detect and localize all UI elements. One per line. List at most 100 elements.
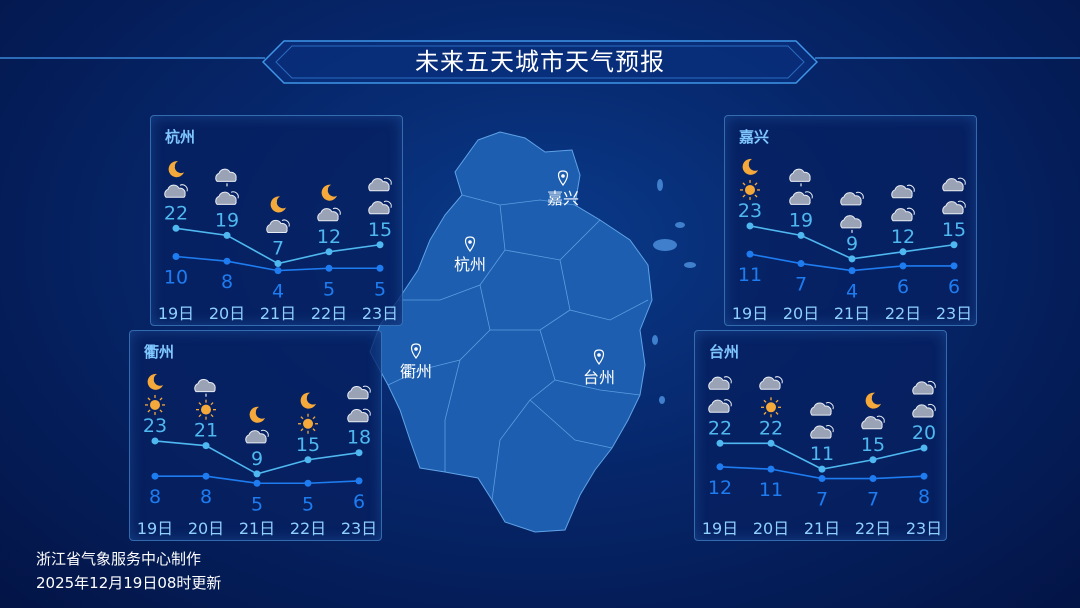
map-marker[interactable]: 衢州 <box>400 343 432 381</box>
high-temp-label: 21 <box>194 420 218 442</box>
low-temp-label: 6 <box>948 276 960 298</box>
low-temp-point <box>223 257 231 265</box>
date-label: 22日 <box>855 519 891 538</box>
low-temp-point <box>376 264 384 272</box>
date-label: 22日 <box>885 304 921 323</box>
high-temp-label: 15 <box>861 434 885 456</box>
cloudy-icon <box>245 429 269 444</box>
city-name: 衢州 <box>144 343 175 361</box>
low-temp-point <box>818 475 826 483</box>
footer-producer: 浙江省气象服务中心制作 <box>36 550 202 568</box>
date-label: 22日 <box>290 519 326 538</box>
high-temp-label: 15 <box>368 219 392 241</box>
high-temp-point <box>376 241 384 249</box>
low-temp-point <box>202 472 210 480</box>
city-forecast-panel: 嘉兴 23 19 9 12 15 11 7 4 6 6 19日 20日 21日 22日 23日 <box>724 115 977 326</box>
moon-icon <box>865 392 881 409</box>
date-label: 23日 <box>936 304 972 323</box>
moon-icon <box>270 196 286 213</box>
cloudy-icon <box>810 425 834 439</box>
date-label: 19日 <box>702 519 738 538</box>
rain-icon <box>840 215 862 233</box>
cloudy-icon <box>368 177 392 192</box>
cloudy-icon <box>347 408 371 423</box>
high-temp-label: 19 <box>215 209 239 231</box>
low-temp-point <box>151 472 159 480</box>
city-forecast-panel: 衢州 23 21 9 15 18 8 8 5 5 6 19日 20日 21日 22日 23日 <box>129 330 382 541</box>
low-temp-label: 8 <box>200 486 212 508</box>
location-pin-icon <box>410 343 422 360</box>
high-temp-point <box>899 248 907 256</box>
high-temp-label: 22 <box>708 417 732 439</box>
sun-icon <box>298 413 318 434</box>
low-temp-point <box>797 260 805 268</box>
high-temp-label: 12 <box>317 226 341 248</box>
date-label: 19日 <box>158 304 194 323</box>
low-temp-point <box>253 479 261 487</box>
date-label: 21日 <box>239 519 275 538</box>
high-temp-label: 7 <box>272 238 284 260</box>
high-temp-label: 11 <box>810 443 834 465</box>
moon-icon <box>300 392 316 409</box>
cloudy-icon <box>317 207 341 222</box>
low-temp-label: 8 <box>918 486 930 508</box>
date-label: 21日 <box>260 304 296 323</box>
moon-icon <box>147 373 163 390</box>
high-temp-label: 19 <box>789 209 813 231</box>
low-temp-label: 12 <box>708 477 732 499</box>
map-city-label: 台州 <box>583 368 615 387</box>
location-pin-icon <box>464 236 476 253</box>
low-temp-point <box>767 465 775 473</box>
low-temp-label: 5 <box>323 278 335 300</box>
low-temp-label: 5 <box>302 493 314 515</box>
low-temp-label: 7 <box>795 274 807 296</box>
city-forecast-panel: 台州 22 22 11 15 20 12 11 7 7 8 19日 20日 21日 22日 23日 <box>694 330 947 541</box>
cloudy-icon <box>759 376 783 390</box>
date-label: 21日 <box>834 304 870 323</box>
cloudy-icon <box>215 191 239 205</box>
sun-icon <box>196 399 216 420</box>
high-temp-label: 22 <box>759 417 783 439</box>
low-temp-label: 6 <box>353 491 365 513</box>
low-temp-point <box>355 477 363 485</box>
cloudy-icon <box>912 381 936 395</box>
low-temp-label: 5 <box>374 278 386 300</box>
date-label: 21日 <box>804 519 840 538</box>
cloudy-icon <box>810 402 834 416</box>
high-temp-point <box>767 439 775 447</box>
high-temp-label: 15 <box>296 434 320 456</box>
map-marker[interactable]: 杭州 <box>454 236 486 274</box>
low-temp-label: 8 <box>149 486 161 508</box>
cloudy-icon <box>266 219 290 234</box>
map-marker[interactable]: 嘉兴 <box>547 170 579 208</box>
high-temp-point <box>223 231 231 239</box>
temperature-chart: 22 19 7 12 15 10 8 4 5 5 19日 20日 21日 22日 23日 <box>158 161 398 323</box>
high-temp-label: 23 <box>738 200 762 222</box>
cloudy-icon <box>840 191 864 206</box>
cloudy-icon <box>368 200 392 215</box>
high-temp-label: 23 <box>143 415 167 437</box>
date-label: 22日 <box>311 304 347 323</box>
low-temp-point <box>920 472 928 480</box>
low-temp-label: 11 <box>738 264 762 286</box>
date-label: 20日 <box>209 304 245 323</box>
low-temp-label: 7 <box>816 489 828 511</box>
low-temp-point <box>746 250 754 258</box>
high-temp-point <box>950 241 958 249</box>
moon-icon <box>321 184 337 201</box>
location-pin-icon <box>593 349 605 366</box>
map-city-label: 杭州 <box>454 255 486 274</box>
high-temp-point <box>716 439 724 447</box>
low-temp-point <box>304 479 312 487</box>
location-pin-icon <box>557 170 569 187</box>
high-temp-point <box>151 437 159 445</box>
high-temp-point <box>304 456 312 464</box>
cloudy-icon <box>347 385 371 400</box>
high-temp-label: 9 <box>251 448 263 470</box>
cloudy-icon <box>708 399 732 413</box>
high-temp-point <box>746 222 754 230</box>
date-label: 20日 <box>783 304 819 323</box>
low-temp-point <box>274 267 282 275</box>
map-marker[interactable]: 台州 <box>583 349 615 387</box>
